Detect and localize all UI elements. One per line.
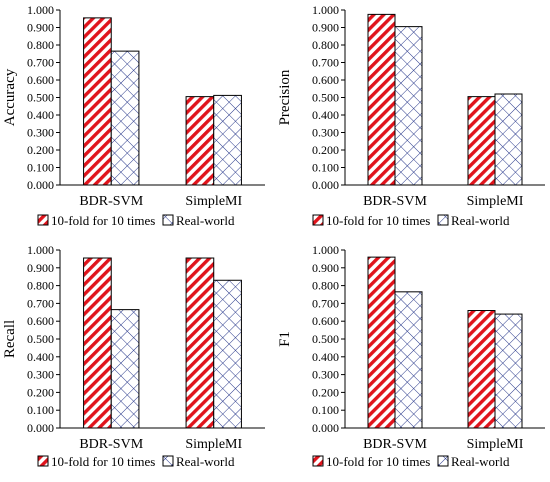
legend: 10-fold for 10 times Real-world <box>37 213 235 228</box>
bar-bdr-svm-tenfold <box>83 17 112 186</box>
y-tick-label: 0.700 <box>27 56 54 70</box>
legend-swatch-tenfold <box>37 455 49 467</box>
y-tick-label: 0.800 <box>27 279 54 293</box>
bar-bdr-svm-realworld <box>110 50 140 186</box>
y-tick-label: 0.300 <box>27 126 54 140</box>
bar-simplemi-tenfold <box>185 257 215 429</box>
y-tick-label: 0.300 <box>27 368 54 382</box>
legend-swatch-tenfold <box>312 455 324 467</box>
y-tick-label: 0.000 <box>27 421 54 435</box>
y-axis-title: F1 <box>277 331 293 347</box>
bar-bdr-svm-realworld <box>394 26 423 186</box>
bar-bdr-svm-tenfold <box>83 257 112 429</box>
bar-simplemi-realworld <box>213 94 242 186</box>
legend-label: Real-world <box>176 213 235 228</box>
y-tick-label: 0.400 <box>312 108 339 122</box>
y-tick-label: 0.700 <box>312 56 339 70</box>
x-tick-label: SimpleMI <box>467 437 524 452</box>
y-tick-label: 0.000 <box>312 178 339 192</box>
bar-simplemi-tenfold <box>185 96 215 186</box>
y-tick-label: 0.200 <box>27 385 54 399</box>
y-tick-label: 0.900 <box>27 261 54 275</box>
y-tick-label: 0.700 <box>312 296 339 310</box>
y-axis-title: Precision <box>277 69 293 125</box>
legend-label: 10-fold for 10 times <box>51 454 155 469</box>
chart-panel-accuracy: 0.000 0.100 0.200 0.300 0.400 0.500 0.600 0.700… <box>2 3 265 228</box>
x-tick-label: BDR-SVM <box>363 437 427 452</box>
legend-label: Real-world <box>451 454 510 469</box>
y-tick-label: 0.800 <box>27 38 54 52</box>
bar-bdr-svm-realworld <box>110 309 140 429</box>
legend-label: 10-fold for 10 times <box>326 213 430 228</box>
y-tick-label: 0.600 <box>27 314 54 328</box>
legend-label: 10-fold for 10 times <box>326 454 430 469</box>
y-tick-label: 0.200 <box>312 143 339 157</box>
bar-simplemi-tenfold <box>467 96 496 186</box>
y-tick-label: 0.400 <box>312 350 339 364</box>
y-tick-label: 0.900 <box>27 21 54 35</box>
y-tick-label: 0.800 <box>312 38 339 52</box>
bar-simplemi-realworld <box>494 313 523 429</box>
legend-label: Real-world <box>176 454 235 469</box>
legend-label: Real-world <box>451 213 510 228</box>
x-tick-label: BDR-SVM <box>79 194 143 209</box>
y-tick-label: 0.400 <box>27 350 54 364</box>
y-tick-label: 0.100 <box>27 403 54 417</box>
y-axis-title: Recall <box>2 320 18 358</box>
bar-simplemi-realworld <box>494 93 523 186</box>
bar-bdr-svm-tenfold <box>367 256 396 429</box>
y-tick-label: 0.100 <box>312 403 339 417</box>
y-tick-label: 1.000 <box>27 243 54 257</box>
y-tick-label: 0.300 <box>312 126 339 140</box>
legend-swatch-realworld <box>162 214 174 226</box>
y-tick-label: 0.900 <box>312 261 339 275</box>
bar-simplemi-realworld <box>213 279 242 429</box>
y-axis-title: Accuracy <box>2 68 18 126</box>
y-tick-label: 0.200 <box>312 385 339 399</box>
y-tick-label: 0.400 <box>27 108 54 122</box>
y-tick-label: 0.500 <box>312 332 339 346</box>
y-tick-label: 0.900 <box>312 21 339 35</box>
y-tick-label: 0.700 <box>27 296 54 310</box>
chart-panel-precision: 0.000 0.100 0.200 0.300 0.400 0.500 0.600 0.700… <box>277 3 545 228</box>
x-tick-label: SimpleMI <box>467 194 524 209</box>
y-tick-label: 0.600 <box>27 73 54 87</box>
y-tick-label: 0.100 <box>312 161 339 175</box>
y-tick-label: 0.600 <box>312 73 339 87</box>
legend-swatch-realworld <box>437 455 449 467</box>
chart-panel-f1: 0.000 0.100 0.200 0.300 0.400 0.500 0.600 0.700… <box>277 243 545 469</box>
y-tick-label: 1.000 <box>312 243 339 257</box>
bar-bdr-svm-tenfold <box>367 13 396 186</box>
bar-simplemi-tenfold <box>467 310 496 429</box>
y-tick-label: 1.000 <box>312 3 339 17</box>
x-tick-label: SimpleMI <box>185 194 242 209</box>
legend-swatch-realworld <box>437 214 449 226</box>
y-tick-label: 0.200 <box>27 143 54 157</box>
y-tick-label: 1.000 <box>27 3 54 17</box>
legend: 10-fold for 10 times Real-world <box>37 454 235 469</box>
chart-panel-recall: 0.000 0.100 0.200 0.300 0.400 0.500 0.600 0.700… <box>2 243 265 469</box>
y-tick-label: 0.000 <box>27 178 54 192</box>
legend-swatch-realworld <box>162 455 174 467</box>
legend: 10-fold for 10 times Real-world <box>312 454 510 469</box>
x-tick-label: BDR-SVM <box>363 194 427 209</box>
y-tick-label: 0.500 <box>27 91 54 105</box>
legend: 10-fold for 10 times Real-world <box>312 213 510 228</box>
y-tick-label: 0.300 <box>312 368 339 382</box>
y-tick-label: 0.000 <box>312 421 339 435</box>
x-tick-label: BDR-SVM <box>79 437 143 452</box>
legend-swatch-tenfold <box>312 214 324 226</box>
legend-swatch-tenfold <box>37 214 49 226</box>
x-tick-label: SimpleMI <box>185 437 242 452</box>
legend-label: 10-fold for 10 times <box>51 213 155 228</box>
y-tick-label: 0.600 <box>312 314 339 328</box>
y-tick-label: 0.500 <box>27 332 54 346</box>
y-tick-label: 0.500 <box>312 91 339 105</box>
y-tick-label: 0.100 <box>27 161 54 175</box>
bar-bdr-svm-realworld <box>394 291 423 429</box>
y-tick-label: 0.800 <box>312 279 339 293</box>
